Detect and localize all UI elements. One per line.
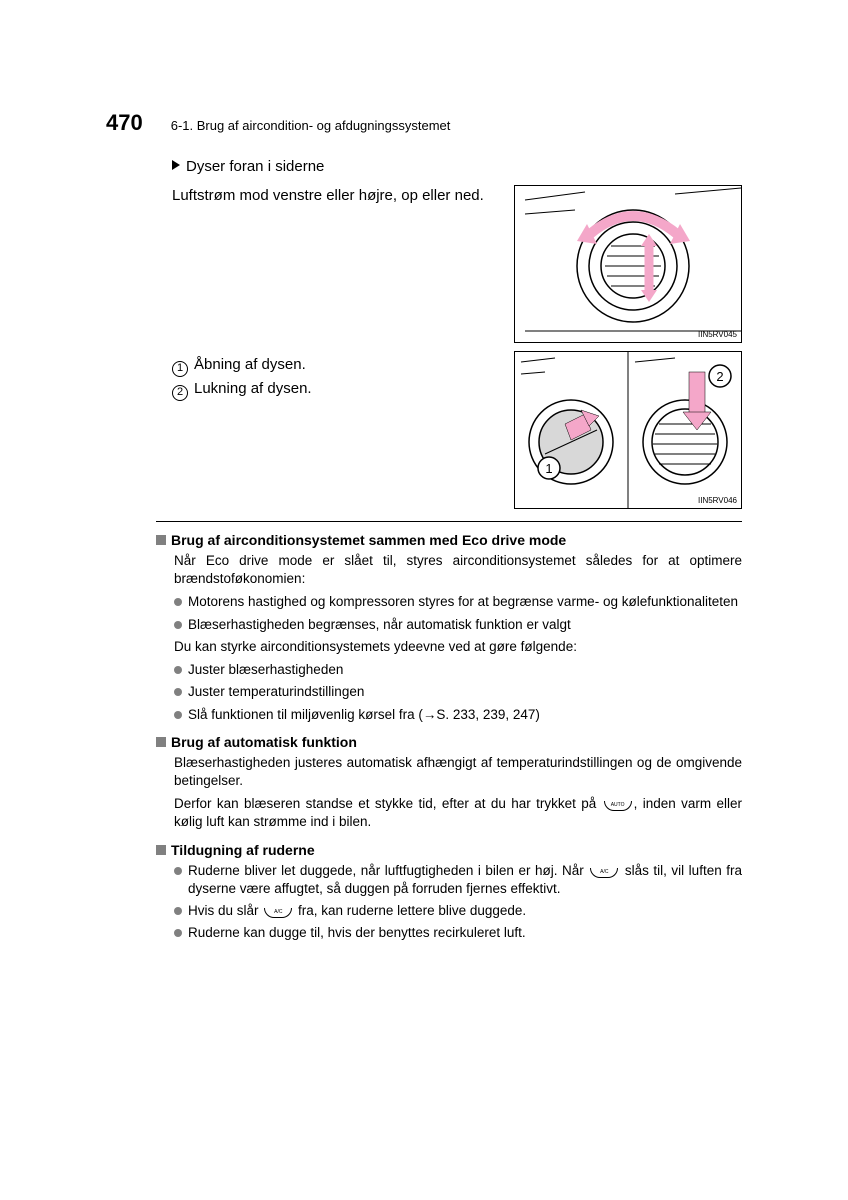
auto-p1: Blæserhastigheden justeres automatisk af… xyxy=(174,754,742,790)
vent-direction-svg xyxy=(515,186,741,342)
chapter-label: 6-1. Brug af aircondition- og afdugnings… xyxy=(171,118,451,133)
eco-p2: Du kan styrke airconditionsystemets ydee… xyxy=(174,638,742,656)
figure1-caption: IIN5RV045 xyxy=(698,330,737,339)
eco-b1: Motorens hastighed og kompressoren styre… xyxy=(174,593,742,611)
auto-button-icon: AUTO xyxy=(604,801,632,811)
page-number: 470 xyxy=(106,110,143,136)
circled-2-icon: 2 xyxy=(172,385,188,401)
fog-b1: Ruderne bliver let duggede, når luftfugt… xyxy=(174,862,742,898)
auto-p2: Derfor kan blæseren standse et stykke ti… xyxy=(174,795,742,831)
fog-b3: Ruderne kan dugge til, hvis der benyttes… xyxy=(174,924,742,942)
numlist-1: 1Åbning af dysen. xyxy=(172,353,496,377)
eco-b3: Juster blæserhastigheden xyxy=(174,661,742,679)
numlist-2: 2Lukning af dysen. xyxy=(172,377,496,401)
ac-button-icon: A/C xyxy=(264,908,292,918)
auto-title: Brug af automatisk funktion xyxy=(156,734,742,750)
vent-desc: Luftstrøm mod venstre eller højre, op el… xyxy=(172,185,496,343)
fog-title: Tildugning af ruderne xyxy=(156,842,742,858)
figure-vent-direction: IIN5RV045 xyxy=(514,185,742,343)
label-2-icon: 2 xyxy=(716,369,723,384)
square-marker-icon xyxy=(156,737,166,747)
square-marker-icon xyxy=(156,845,166,855)
vent-openclose-svg: 1 2 xyxy=(515,352,741,508)
ac-button-icon: A/C xyxy=(590,868,618,878)
eco-b2: Blæserhastigheden begrænses, når automat… xyxy=(174,616,742,634)
label-1-icon: 1 xyxy=(545,461,552,476)
subheading-vents: Dyser foran i siderne xyxy=(172,158,742,175)
eco-p1: Når Eco drive mode er slået til, styres … xyxy=(174,552,742,588)
eco-b5: Slå funktionen til miljøvenlig kørsel fr… xyxy=(174,706,742,724)
eco-b4: Juster temperaturindstillingen xyxy=(174,683,742,701)
figure-vent-openclose: 1 2 IIN5RV046 xyxy=(514,351,742,509)
subheading-text: Dyser foran i siderne xyxy=(186,158,324,175)
triangle-icon xyxy=(172,160,180,170)
eco-title: Brug af airconditionsystemet sammen med … xyxy=(156,532,742,548)
circled-1-icon: 1 xyxy=(172,361,188,377)
fog-b2: Hvis du slår A/C fra, kan ruderne letter… xyxy=(174,902,742,920)
square-marker-icon xyxy=(156,535,166,545)
figure2-caption: IIN5RV046 xyxy=(698,496,737,505)
